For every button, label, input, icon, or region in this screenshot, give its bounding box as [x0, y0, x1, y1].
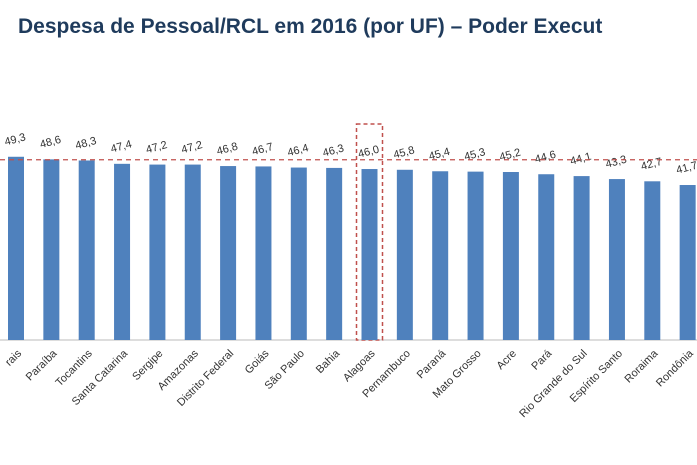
bar [396, 169, 413, 340]
bar [679, 185, 696, 340]
value-label: 48,6 [39, 134, 63, 151]
value-label: 49,3 [3, 131, 27, 148]
bar [608, 179, 625, 340]
value-label: 47,4 [109, 138, 133, 155]
bar [467, 171, 484, 340]
value-label: 43,3 [604, 154, 628, 171]
chart-title: Despesa de Pessoal/RCL em 2016 (por UF) … [18, 15, 602, 38]
value-label: 45,8 [392, 144, 416, 161]
x-tick-label: Rio Grande do Sul [517, 348, 589, 420]
bar [361, 169, 378, 340]
bar [78, 160, 95, 340]
bar [326, 167, 343, 340]
value-label: 47,2 [145, 139, 169, 156]
bar [255, 166, 272, 340]
value-label: 45,3 [463, 146, 487, 163]
value-label: 46,8 [215, 141, 239, 158]
value-label: 47,2 [180, 139, 204, 156]
x-tick-label: rais [3, 347, 24, 368]
value-label: 45,4 [428, 146, 452, 163]
bar [149, 164, 166, 340]
bar [644, 181, 661, 340]
bar [184, 164, 201, 340]
bar [220, 166, 237, 340]
x-tick-label: Paraíba [24, 347, 60, 383]
value-label: 45,2 [498, 147, 522, 164]
bar [502, 172, 519, 340]
value-label: 46,7 [251, 141, 275, 158]
x-tick-label: Paraná [415, 347, 449, 381]
value-label: 44,6 [534, 149, 558, 166]
bar [8, 156, 24, 340]
bar [43, 159, 60, 340]
value-label: 48,3 [74, 135, 98, 152]
bar [538, 174, 555, 340]
x-tick-label: Sergipe [130, 348, 165, 383]
value-label: 46,3 [321, 142, 345, 159]
x-tick-label: Goiás [243, 347, 272, 376]
value-label: 41,7 [675, 160, 697, 177]
bar [290, 167, 307, 340]
x-tick-label: Rondônia [654, 347, 696, 389]
x-tick-label: Acre [495, 348, 519, 372]
value-label: 42,7 [640, 156, 664, 173]
x-tick-label: Pará [529, 347, 555, 373]
bar [573, 176, 590, 340]
value-label: 46,0 [357, 144, 381, 161]
x-tick-label: Bahia [314, 347, 343, 376]
value-label: 46,4 [286, 142, 310, 159]
bar [114, 163, 131, 340]
bar [432, 171, 449, 340]
